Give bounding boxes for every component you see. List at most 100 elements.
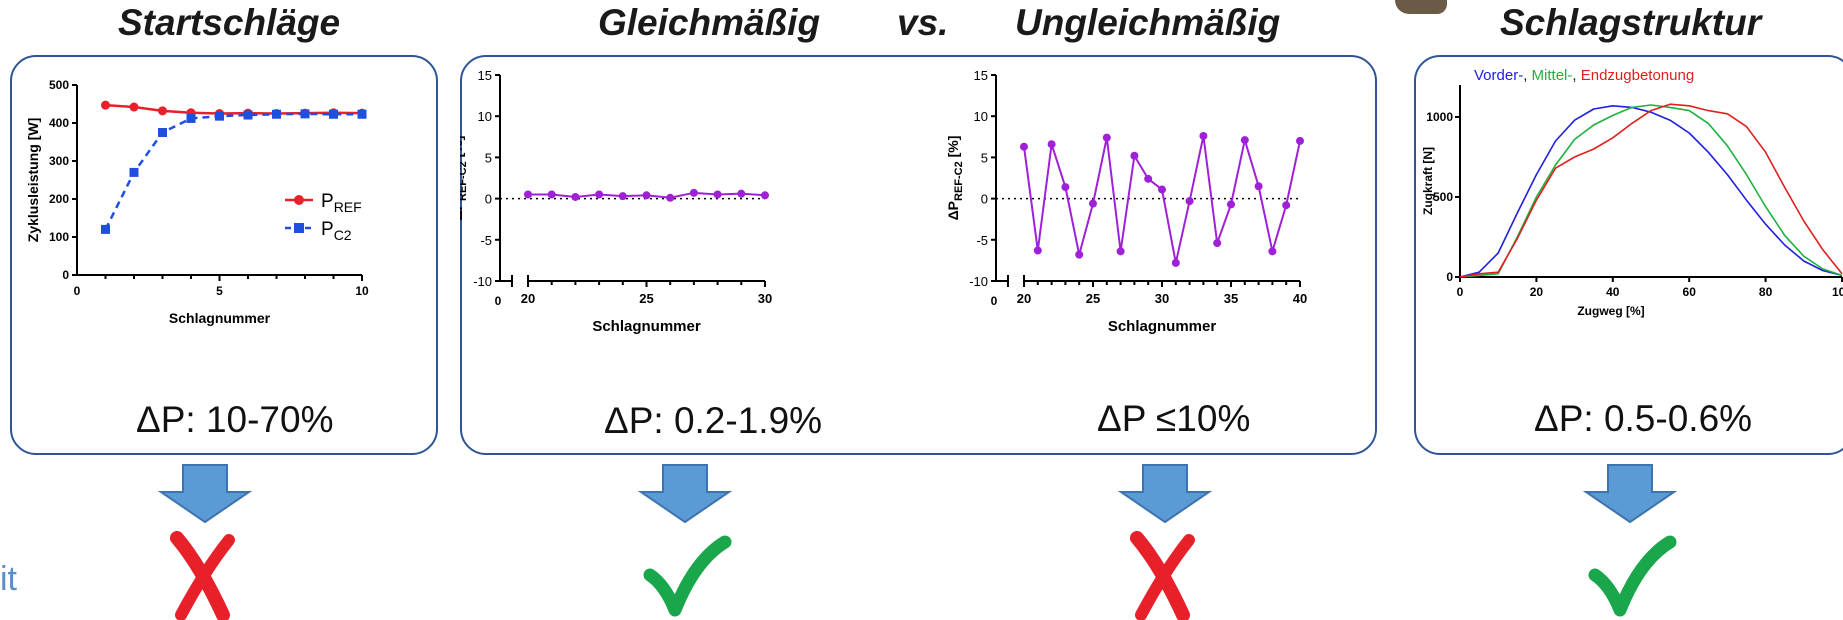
x-tick-label: 35 — [1224, 291, 1238, 306]
point-P_C2 — [129, 167, 139, 177]
side-text-fragment: it — [0, 560, 17, 598]
x-tick-label: 100 — [1832, 285, 1843, 299]
down-arrow-icon — [1117, 464, 1213, 524]
series-line-P_REF — [105, 103, 363, 115]
series-line-P_C2 — [104, 112, 362, 230]
y-axis-label: ΔPREF-C2 [%] — [460, 136, 469, 221]
data-point — [1061, 183, 1070, 192]
y-tick-label: 100 — [49, 230, 69, 244]
x-tick-label: 80 — [1759, 285, 1773, 299]
x-tick-label: 5 — [216, 284, 223, 298]
point-P_REF — [129, 102, 139, 112]
y-tick-label: -5 — [480, 233, 492, 248]
down-arrow-icon — [1582, 464, 1678, 524]
cross-icon — [175, 534, 235, 620]
point-P_C2 — [101, 224, 110, 234]
x-axis-label: Zugweg [%] — [1577, 304, 1644, 318]
data-point — [1268, 247, 1277, 256]
point-P_REF — [101, 100, 110, 110]
y-tick-label: 10 — [478, 109, 492, 124]
y-axis-label: ΔPREF-C2 [%] — [945, 136, 965, 221]
point-P_C2 — [243, 110, 253, 120]
x-origin-label: 0 — [991, 294, 998, 308]
point-P_C2 — [186, 113, 196, 123]
down-arrow-icon — [637, 464, 733, 524]
data-point — [1296, 136, 1304, 145]
y-tick-label: 15 — [974, 68, 988, 83]
data-point — [571, 192, 580, 201]
x-tick-label: 25 — [1086, 291, 1100, 306]
series-line-Mittel- — [1459, 104, 1843, 278]
y-tick-label: -10 — [969, 274, 988, 289]
data-point — [1171, 258, 1180, 267]
y-tick-label: 15 — [478, 68, 492, 83]
check-icon — [643, 535, 732, 617]
data-point — [524, 190, 532, 199]
point-P_C2 — [272, 109, 281, 119]
data-point — [666, 193, 675, 202]
chart-start: 0 100 200 300 400 500 0 5 10 Schlagnummer Zyklusle… — [25, 78, 369, 326]
data-point — [618, 192, 627, 201]
legend-text: Vorder-, Mittel-, Endzugbetonung — [1474, 67, 1694, 84]
data-point — [1282, 201, 1291, 210]
y-tick-label: 400 — [49, 116, 69, 130]
x-tick-label: 0 — [74, 284, 81, 298]
x-tick-label: 30 — [1155, 291, 1169, 306]
point-P_C2 — [158, 128, 167, 137]
y-tick-label: 0 — [981, 192, 988, 207]
data-point — [1033, 246, 1042, 255]
data-point — [1199, 131, 1208, 140]
header-structure: Schlagstruktur — [1500, 2, 1762, 43]
x-tick-label: 0 — [1457, 285, 1464, 299]
data-point — [1116, 247, 1125, 256]
data-point — [1158, 185, 1166, 194]
data-point — [1213, 239, 1222, 248]
y-tick-label: -10 — [473, 274, 492, 289]
y-tick-label: 200 — [49, 192, 69, 206]
series-line-Endzugbetonung — [1459, 103, 1843, 278]
y-tick-label: 300 — [49, 154, 69, 168]
x-tick-label: 20 — [1530, 285, 1544, 299]
result-uneven: ΔP ≤10% — [1097, 398, 1251, 439]
x-tick-label: 40 — [1293, 291, 1307, 306]
y-tick-label: 500 — [1433, 190, 1453, 204]
y-tick-label: 10 — [974, 109, 988, 124]
x-tick-label: 20 — [1017, 291, 1031, 306]
data-point — [1102, 133, 1111, 142]
data-point — [1047, 140, 1056, 149]
series-line-Vorder- — [1459, 104, 1843, 278]
header-start: Startschläge — [118, 2, 341, 43]
y-tick-label: 5 — [981, 150, 988, 165]
point-P_C2 — [215, 111, 224, 121]
legend-label-P_C2: PC2 — [321, 219, 352, 243]
data-point — [595, 190, 604, 199]
y-tick-label: -5 — [976, 233, 988, 248]
check-icon — [1588, 535, 1677, 617]
point-P_C2 — [357, 109, 367, 119]
legend-label-P_REF: PREF — [321, 191, 362, 215]
y-tick-label: 1000 — [1426, 110, 1453, 124]
x-tick-label: 60 — [1683, 285, 1697, 299]
x-tick-label: 40 — [1606, 285, 1620, 299]
data-point — [1254, 182, 1263, 191]
data-point — [547, 190, 556, 199]
panel-structure — [1414, 55, 1843, 455]
data-point — [1185, 197, 1194, 206]
x-axis-label: Schlagnummer — [1108, 318, 1217, 335]
data-point — [1020, 142, 1028, 151]
down-arrow-icon — [157, 464, 253, 524]
legend-marker-P_REF — [294, 195, 304, 205]
data-point — [642, 191, 651, 200]
data-point — [737, 189, 746, 198]
data-point — [713, 190, 722, 199]
data-point — [1075, 250, 1084, 259]
point-P_C2 — [300, 109, 310, 119]
y-tick-label: 0 — [485, 192, 492, 207]
y-tick-label: 500 — [49, 78, 69, 92]
data-point — [1130, 151, 1139, 160]
x-tick-label: 30 — [758, 291, 772, 306]
series-line — [1023, 135, 1301, 264]
y-tick-label: 5 — [485, 150, 492, 165]
